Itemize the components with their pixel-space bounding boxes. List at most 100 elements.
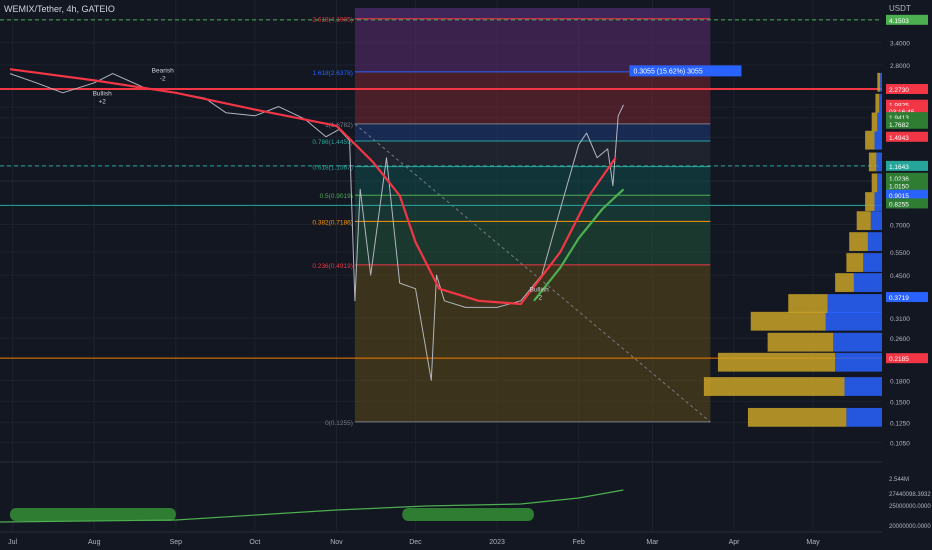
price-badge-label: 1.0236	[889, 176, 909, 183]
volume-profile-buy	[863, 253, 882, 272]
price-badge-label: 4.1503	[889, 18, 909, 25]
time-tick: Apr	[729, 539, 741, 546]
price-badge	[886, 180, 928, 191]
fib-level-label: 0.236(0.4919)	[312, 263, 352, 270]
volume-profile-buy	[835, 352, 882, 372]
price-badge	[886, 112, 928, 123]
volume-profile-buy	[879, 93, 882, 113]
time-tick: Oct	[249, 539, 260, 546]
volume-profile-buy	[853, 273, 882, 292]
volume-profile-sell	[871, 112, 878, 132]
fib-level-label: 1.618(2.6378)	[312, 70, 352, 77]
volume-profile-sell	[856, 211, 871, 231]
volume-profile-buy	[880, 72, 882, 92]
price-badge	[886, 353, 928, 364]
price-badge	[886, 292, 928, 303]
osc-tick: 25000000.0000	[889, 504, 931, 510]
time-axis[interactable]: Jul Aug Sep Oct Nov Dec 2023 Feb Mar Apr May	[0, 531, 882, 546]
fib-zone	[354, 141, 711, 167]
volume-profile-sell	[865, 192, 875, 211]
volume-profile-sell	[750, 311, 826, 331]
price-badge	[886, 105, 928, 116]
volume-profile-buy	[825, 311, 882, 331]
drawings[interactable]: 0.3055 (15.62%) 3055Bullish+2Bearish-2Bu…	[93, 65, 742, 302]
volume-profile-sell	[877, 72, 881, 92]
price-badge-label: 1.4943	[889, 135, 909, 142]
axis-unit: USDT	[889, 4, 911, 13]
fib-level-label: 0(0.1255)	[325, 420, 353, 427]
price-tick: 0.4500	[890, 273, 910, 280]
fib-trend-line	[354, 123, 711, 423]
volume-profile-buy	[874, 192, 882, 211]
osc-tick: 27440098.3932	[889, 492, 931, 498]
chart-header: WEMIX/Tether, 4h, GATEIO	[4, 4, 115, 14]
price-badge-label: 0.3719	[889, 295, 909, 302]
volume-profile-sell	[846, 253, 864, 272]
volume-profile-buy	[867, 232, 882, 251]
fib-zone	[354, 71, 711, 124]
volume-profile-buy	[844, 377, 882, 396]
measure-box	[629, 65, 742, 77]
fib-retracement[interactable]: 2.618(4.1905)1.618(2.6378)1(1.6782)0.786…	[312, 8, 711, 427]
price-badge	[886, 118, 928, 129]
price-tick: 0.3100	[890, 316, 910, 323]
price-series-line	[9, 68, 617, 306]
volume-profile-sell	[747, 407, 847, 427]
volume-profile-sell	[717, 352, 836, 372]
volume-profile	[703, 72, 882, 427]
price-axis[interactable]: 4.15003.40002.80001.94131.76821.49431.16…	[882, 0, 932, 550]
fib-zone	[354, 195, 711, 222]
volume-profile-sell	[875, 93, 880, 113]
signal-label: Bullish	[93, 90, 113, 97]
fib-level-label: 0.382(0.7186)	[312, 219, 352, 226]
fib-level-label: 0.786(1.4459)	[312, 139, 352, 146]
price-tick: 0.1050	[890, 440, 910, 447]
signal-sub-label: +2	[98, 98, 106, 105]
signal-label: Bearish	[152, 68, 174, 75]
fib-level-label: 0.618(1.1567)	[312, 165, 352, 172]
osc-band	[10, 508, 176, 521]
osc-line	[0, 489, 624, 523]
volume-profile-buy	[846, 407, 882, 427]
price-badge-label: 0.8255	[889, 201, 909, 208]
price-tick: 0.7000	[890, 222, 910, 229]
price-badge	[886, 160, 928, 171]
price-badge-label: 0.9015	[889, 193, 909, 200]
fib-level-label: 0.5(0.9019)	[320, 193, 353, 200]
price-badge	[886, 172, 928, 183]
price-tick: 3.4000	[890, 41, 910, 48]
price-badge	[886, 131, 928, 142]
fib-zone	[354, 8, 711, 19]
volume-profile-sell	[849, 232, 868, 251]
measure-label: 0.3055 (15.62%) 3055	[633, 68, 702, 75]
signal-label: Bullish	[530, 287, 550, 294]
volume-profile-sell	[703, 377, 845, 396]
fib-zone	[354, 264, 711, 422]
volume-profile-buy	[877, 112, 882, 132]
osc-tick: 2.544M	[889, 477, 909, 483]
time-tick: 2023	[489, 539, 505, 546]
time-tick: Aug	[88, 539, 101, 546]
price-badge	[886, 84, 928, 95]
price-tick: 2.8000	[890, 63, 910, 70]
volume-profile-buy	[833, 332, 882, 352]
volume-profile-sell	[788, 294, 828, 313]
volume-profile-buy	[877, 173, 882, 193]
oscillator-pane	[0, 461, 882, 523]
time-tick: Nov	[330, 539, 343, 546]
volume-profile-sell	[868, 152, 877, 172]
volume-profile-buy	[827, 294, 882, 313]
time-tick: Mar	[646, 539, 659, 546]
fib-zone	[354, 18, 711, 72]
osc-band	[402, 508, 534, 521]
price-tick: 0.1800	[890, 378, 910, 385]
price-tick: 0.5500	[890, 250, 910, 257]
signal-sub-label: -2	[160, 76, 166, 83]
price-badge-label: 1.1643	[889, 164, 909, 171]
time-tick: Feb	[573, 539, 585, 546]
volume-profile-buy	[870, 211, 882, 231]
volume-profile-buy	[876, 152, 882, 172]
price-tick: 0.2600	[890, 336, 910, 343]
osc-tick: 20000000.0000	[889, 524, 931, 530]
